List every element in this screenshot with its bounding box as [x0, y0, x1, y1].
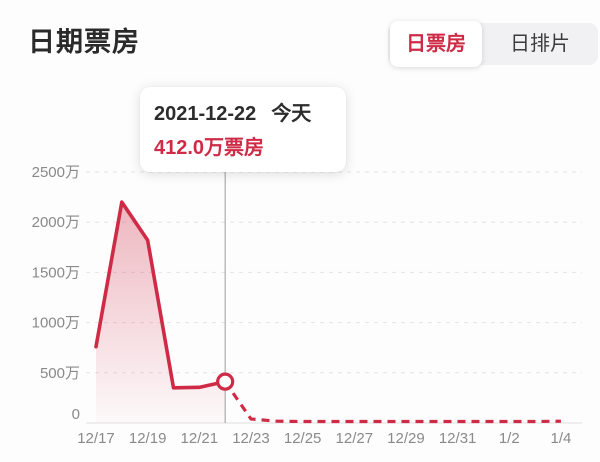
x-tick-label: 12/17 [77, 430, 115, 447]
series-line-actual [94, 200, 227, 390]
tab-daily-screenings[interactable]: 日排片 [510, 33, 570, 55]
x-tick-label: 12/27 [336, 430, 374, 447]
x-tick-label: 12/31 [439, 430, 477, 447]
x-tick-label: 12/25 [284, 430, 322, 447]
y-tick-label: 1500万 [32, 264, 80, 281]
tooltip-today-label: 今天 [271, 103, 312, 125]
tab-daily-boxoffice[interactable]: 日票房 [390, 21, 482, 67]
x-tick-label: 1/4 [551, 430, 572, 447]
tooltip-date-row: 2021-12-22 今天 [154, 97, 328, 126]
series-line-forecast [223, 380, 561, 424]
x-tick-label: 12/29 [387, 430, 425, 447]
x-tick-label: 12/19 [129, 430, 167, 447]
y-tick-label: 0 [72, 406, 80, 423]
x-tick-label: 12/23 [232, 430, 270, 447]
y-tick-label: 2500万 [32, 164, 80, 181]
series-area [96, 202, 226, 423]
y-tick-label: 500万 [40, 365, 80, 382]
tooltip-value: 412.0万票房 [154, 137, 265, 159]
tooltip-date: 2021-12-22 [154, 103, 257, 125]
tab-group: 日票房 日排片 [388, 21, 598, 67]
y-tick-label: 2000万 [32, 214, 80, 231]
tooltip: 2021-12-22 今天 412.0万票房 [140, 87, 346, 172]
x-tick-label: 12/21 [181, 430, 219, 447]
page-title: 日期票房 [28, 27, 140, 57]
today-marker[interactable] [216, 372, 235, 391]
x-tick-label: 1/2 [499, 430, 520, 447]
y-tick-label: 1000万 [32, 315, 80, 332]
